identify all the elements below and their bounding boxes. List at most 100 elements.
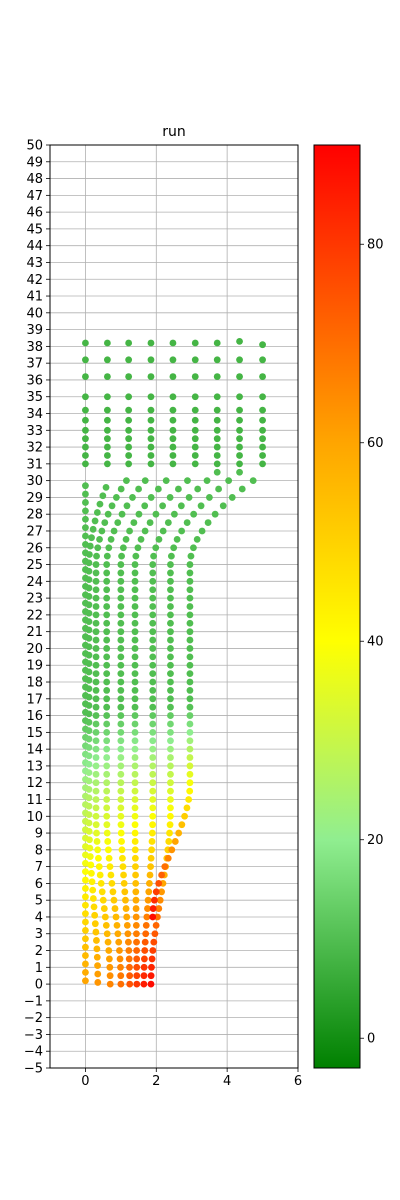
y-tick-label: 38 [26,340,43,355]
data-point [123,921,131,929]
data-point [117,787,125,795]
data-point [167,661,174,669]
data-point [167,779,174,787]
data-point [149,603,157,610]
data-point [101,913,109,921]
data-point [183,804,191,812]
data-point [236,460,243,468]
data-point [150,938,158,946]
data-point [82,435,89,443]
data-point [204,519,212,526]
data-point [121,888,129,896]
data-point [159,502,167,510]
data-point [117,586,125,594]
y-tick-label: 21 [26,625,43,640]
data-point [85,752,93,760]
y-tick-label: 15 [26,726,43,741]
data-point [213,356,221,364]
data-point [103,930,111,938]
data-point [186,645,194,652]
data-point [100,905,108,912]
data-point [110,896,118,904]
data-point [117,745,125,753]
data-point [82,859,89,867]
y-tick-label: 25 [26,558,43,573]
data-point [103,796,111,803]
data-point [105,955,113,963]
data-point [86,551,93,558]
data-point [149,770,157,778]
data-point [85,668,93,676]
y-tick-label: 19 [26,659,43,674]
data-point [103,720,111,728]
data-point [143,913,151,921]
data-point [203,477,211,485]
data-point [147,393,155,401]
data-point [169,393,177,401]
data-point [228,494,236,501]
data-point [236,416,243,424]
data-point [117,821,125,829]
data-point [89,525,97,533]
data-point [130,519,138,526]
data-point [103,779,111,787]
data-point [185,796,193,803]
y-tick-label: 46 [26,206,43,221]
data-point [184,477,191,485]
colorbar-tick-label: 80 [367,238,384,253]
y-tick-label: 18 [26,676,43,691]
y-tick-label: 4 [35,910,43,925]
data-point [82,490,89,498]
data-point [149,611,157,619]
data-point [186,636,194,644]
data-point [140,955,148,963]
data-point [117,619,125,627]
data-point [211,510,219,518]
data-point [236,468,243,476]
colorbar-tick-label: 0 [367,1032,375,1047]
data-point [92,603,100,610]
data-point [117,812,125,820]
data-point [126,980,134,988]
data-point [132,913,140,921]
data-point [82,426,89,434]
data-point [92,569,100,577]
data-point [92,645,100,652]
data-point [147,356,155,364]
data-point [238,485,246,493]
data-point [186,628,194,636]
data-point [85,685,93,693]
data-point [175,485,182,493]
data-point [131,670,139,678]
data-point [82,443,89,451]
data-point [135,510,143,518]
data-point [85,710,93,718]
data-point [144,896,152,904]
data-point [154,485,162,493]
chart-title: run [162,124,186,140]
data-point [148,846,156,854]
data-point [141,938,149,946]
data-point [169,435,177,443]
data-point [193,535,201,543]
data-point [175,829,183,837]
y-tick-label: 36 [26,373,43,388]
data-point [96,535,103,543]
data-point [110,527,118,535]
data-point [167,695,174,703]
data-point [118,846,126,854]
data-point [149,821,156,829]
data-point [92,762,100,770]
data-point [85,735,93,743]
x-tick-label: 0 [81,1074,89,1089]
data-point [236,356,243,364]
data-point [213,460,221,468]
data-point [150,552,158,560]
data-point [129,494,136,501]
data-point [85,676,93,684]
data-point [167,796,174,803]
data-point [92,594,100,602]
data-point [186,762,194,770]
data-point [93,829,100,837]
data-point [111,905,119,912]
